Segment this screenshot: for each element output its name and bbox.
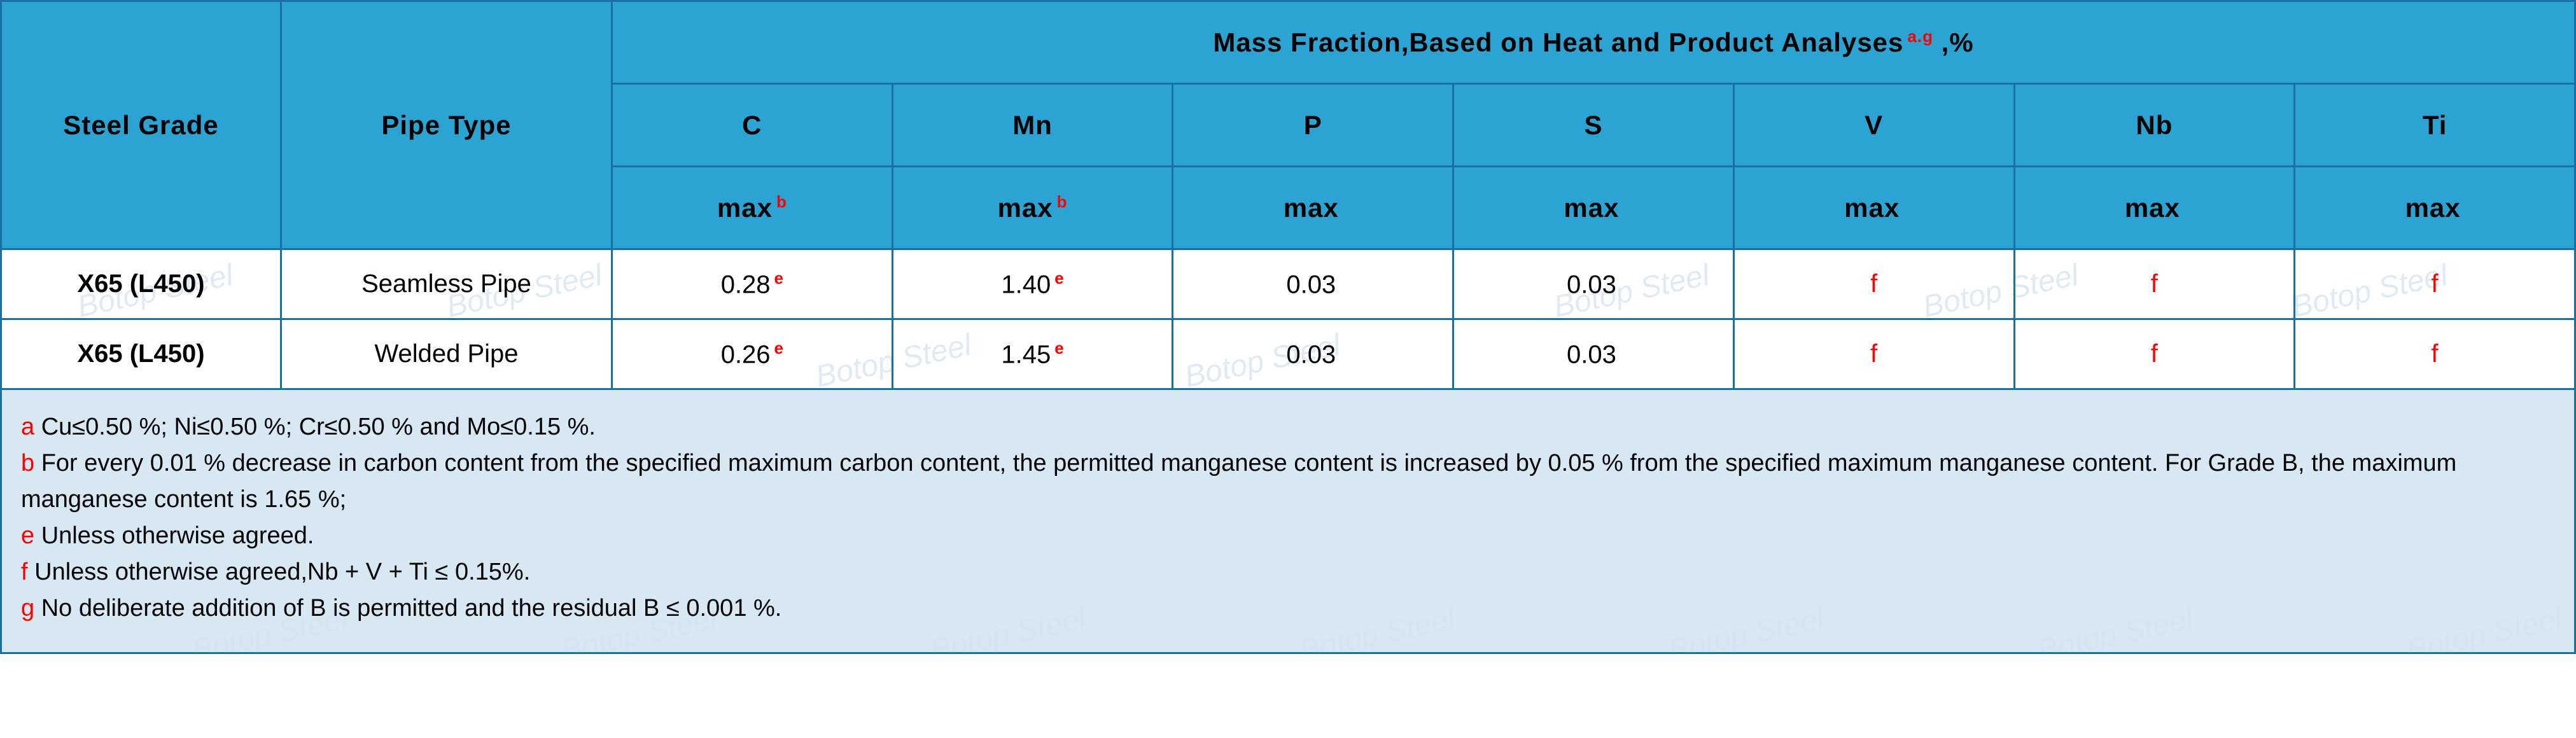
header-max: maxb <box>892 167 1173 249</box>
footnotes: a Cu≤0.50 %; Ni≤0.50 %; Cr≤0.50 % and Mo… <box>0 390 2576 654</box>
cell-pipe: Welded Pipe <box>281 319 612 389</box>
table-wrap: Botop Steel Botop Steel Botop Steel Boto… <box>0 0 2576 654</box>
footnote-line: g No deliberate addition of B is permitt… <box>21 590 2555 627</box>
cell-val: f <box>1733 319 2014 389</box>
header-elem: V <box>1733 84 2014 167</box>
composition-table: Steel Grade Pipe Type Mass Fraction,Base… <box>0 0 2576 390</box>
mass-fraction-title: Mass Fraction,Based on Heat and Product … <box>1213 27 1903 57</box>
table-header: Steel Grade Pipe Type Mass Fraction,Base… <box>1 1 2575 249</box>
mass-fraction-suffix: ,% <box>1933 27 1974 57</box>
footnote-line: f Unless otherwise agreed,Nb + V + Ti ≤ … <box>21 554 2555 590</box>
table-row: X65 (L450) Welded Pipe 0.26e 1.45e 0.03 … <box>1 319 2575 389</box>
header-mass-fraction: Mass Fraction,Based on Heat and Product … <box>612 1 2575 84</box>
cell-val: f <box>2014 319 2295 389</box>
mass-fraction-sup: a.g <box>1907 27 1933 46</box>
header-elem: Nb <box>2014 84 2295 167</box>
header-max: max <box>1453 167 1734 249</box>
footnote-line: a Cu≤0.50 %; Ni≤0.50 %; Cr≤0.50 % and Mo… <box>21 409 2555 445</box>
header-max: maxb <box>612 167 893 249</box>
cell-val: 0.03 <box>1173 249 1453 319</box>
cell-pipe: Seamless Pipe <box>281 249 612 319</box>
cell-val: f <box>1733 249 2014 319</box>
header-elem: Mn <box>892 84 1173 167</box>
footnote-line: b For every 0.01 % decrease in carbon co… <box>21 445 2555 518</box>
header-max: max <box>1173 167 1453 249</box>
header-max: max <box>1733 167 2014 249</box>
table-row: X65 (L450) Seamless Pipe 0.28e 1.40e 0.0… <box>1 249 2575 319</box>
cell-val: 0.26e <box>612 319 893 389</box>
header-elem: Ti <box>2295 84 2575 167</box>
cell-val: f <box>2295 319 2575 389</box>
header-pipe-type: Pipe Type <box>281 1 612 249</box>
cell-grade: X65 (L450) <box>1 249 281 319</box>
cell-val: 0.03 <box>1173 319 1453 389</box>
cell-val: f <box>2014 249 2295 319</box>
header-elem: P <box>1173 84 1453 167</box>
table-body: X65 (L450) Seamless Pipe 0.28e 1.40e 0.0… <box>1 249 2575 389</box>
cell-val: f <box>2295 249 2575 319</box>
cell-val: 1.40e <box>892 249 1173 319</box>
cell-grade: X65 (L450) <box>1 319 281 389</box>
header-elem: S <box>1453 84 1734 167</box>
header-steel-grade: Steel Grade <box>1 1 281 249</box>
cell-val: 0.03 <box>1453 319 1734 389</box>
cell-val: 0.28e <box>612 249 893 319</box>
cell-val: 1.45e <box>892 319 1173 389</box>
header-max: max <box>2295 167 2575 249</box>
cell-val: 0.03 <box>1453 249 1734 319</box>
footnote-line: e Unless otherwise agreed. <box>21 518 2555 554</box>
header-max: max <box>2014 167 2295 249</box>
header-elem: C <box>612 84 893 167</box>
